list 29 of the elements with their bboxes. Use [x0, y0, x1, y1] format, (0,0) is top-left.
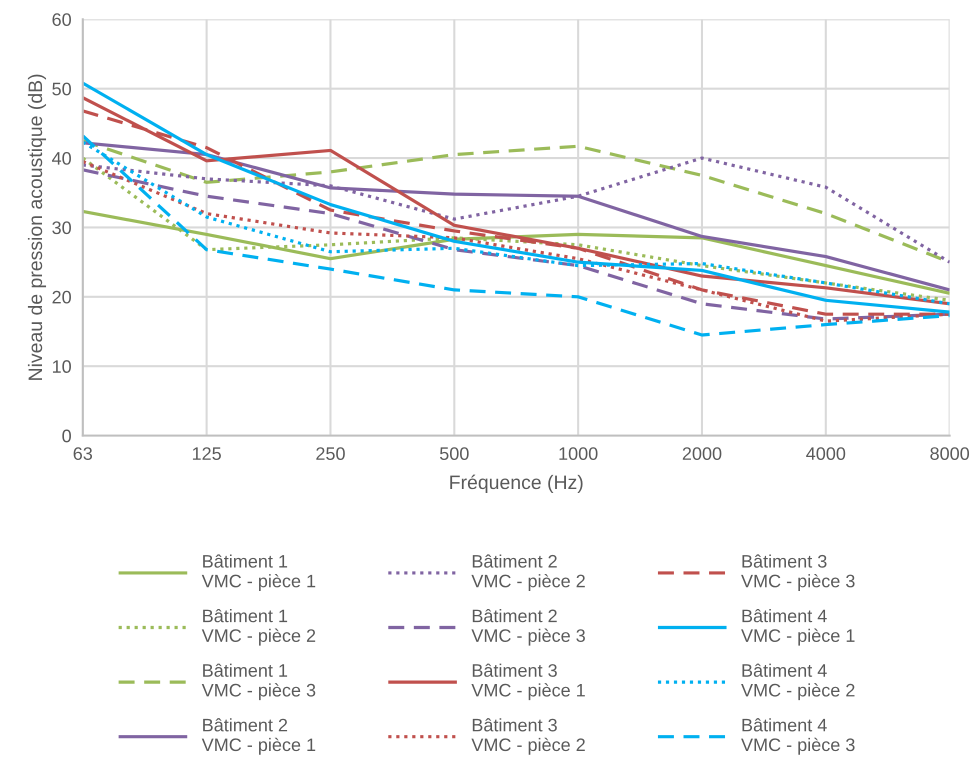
y-tick-label: 0 [62, 430, 71, 442]
y-tick-label: 50 [52, 82, 71, 96]
legend-label: Bâtiment 2 VMC - pièce 3 [471, 608, 585, 646]
x-tick-label: 8000 [930, 447, 970, 460]
x-tick-label: 63 [74, 447, 92, 460]
x-tick-label: 4000 [806, 447, 846, 460]
x-tick-label: 500 [440, 447, 469, 460]
x-axis-title: Fréquence (Hz) [450, 474, 583, 494]
legend-label: Bâtiment 1 VMC - pièce 3 [202, 664, 316, 700]
y-tick-label: 10 [52, 360, 71, 373]
y-tick-label: 40 [52, 152, 71, 165]
x-tick-label: 250 [316, 447, 345, 460]
x-tick-label: 125 [192, 447, 221, 460]
legend-label: Bâtiment 1 VMC - pièce 2 [202, 608, 316, 646]
y-axis-title: Niveau de pression acoustique (dB) [28, 74, 46, 380]
legend-label: Bâtiment 4 VMC - pièce 3 [741, 718, 855, 755]
legend-label: Bâtiment 3 VMC - pièce 3 [741, 554, 855, 591]
y-tick-label: 60 [52, 13, 71, 26]
legend-label: Bâtiment 2 VMC - pièce 2 [471, 554, 585, 591]
x-tick-label: 1000 [559, 447, 598, 460]
legend-label: Bâtiment 3 VMC - pièce 2 [471, 718, 585, 755]
y-tick-label: 20 [52, 290, 71, 304]
legend-label: Bâtiment 3 VMC - pièce 1 [471, 664, 585, 700]
legend-label: Bâtiment 4 VMC - pièce 1 [741, 608, 855, 646]
y-tick-label: 30 [52, 221, 71, 234]
legend-label: Bâtiment 2 VMC - pièce 1 [202, 718, 316, 755]
x-tick-label: 2000 [682, 447, 722, 460]
legend-label: Bâtiment 4 VMC - pièce 2 [741, 664, 854, 700]
legend-label: Bâtiment 1 VMC - pièce 1 [202, 554, 316, 591]
